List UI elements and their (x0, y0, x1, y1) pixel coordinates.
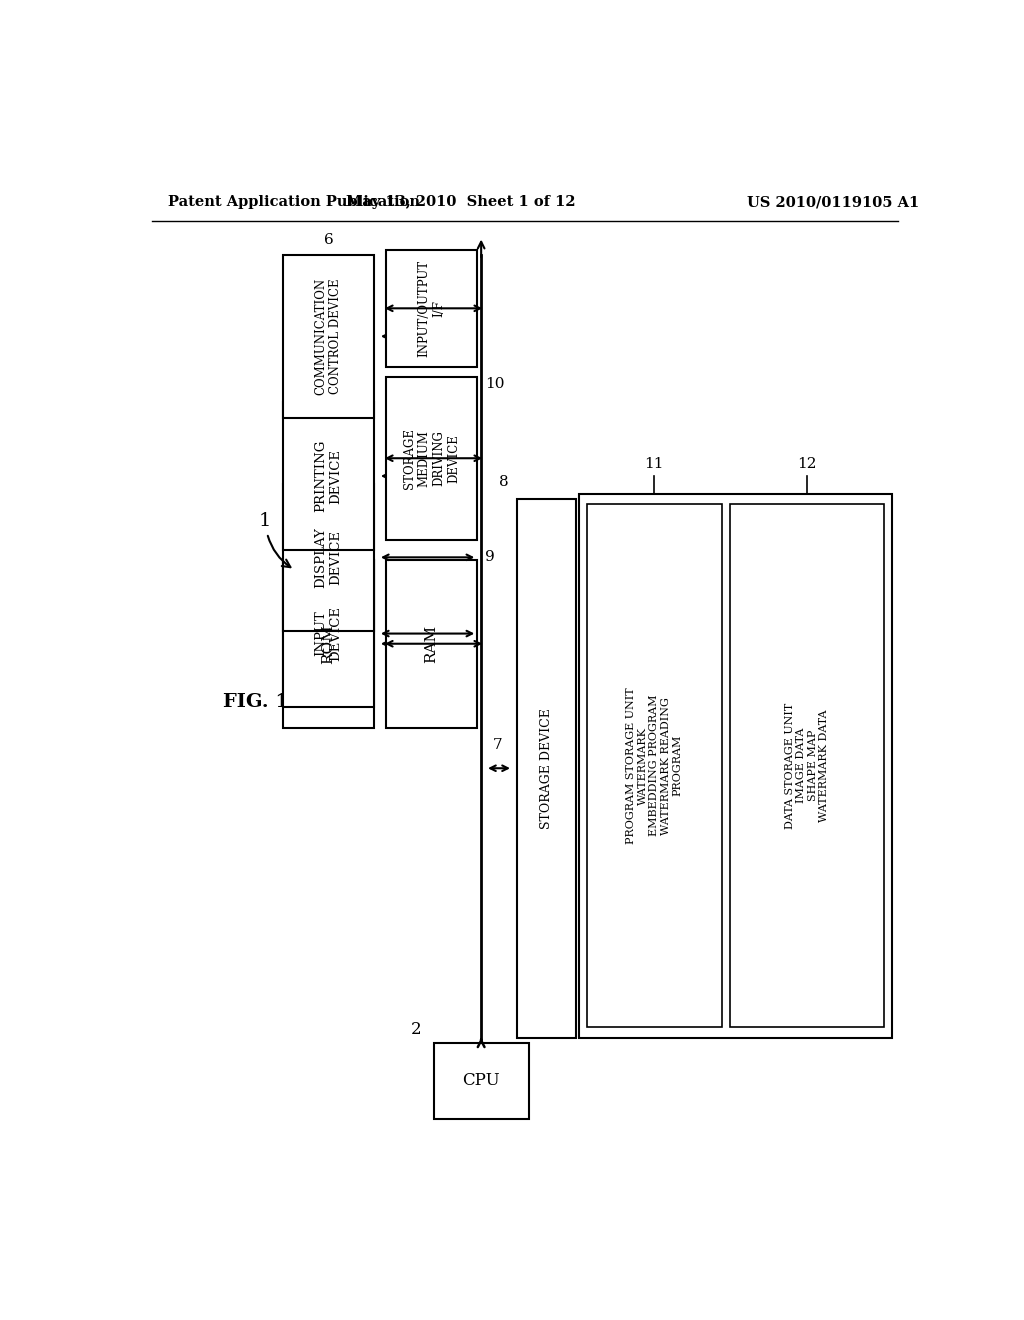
Text: 11: 11 (644, 458, 664, 471)
Bar (517, 499, 577, 1038)
Text: 9: 9 (485, 549, 495, 564)
Bar (386, 249, 477, 367)
Bar (283, 255, 374, 417)
Text: COMMUNICATION
CONTROL DEVICE: COMMUNICATION CONTROL DEVICE (314, 277, 342, 395)
Bar (386, 378, 477, 540)
Text: INPUT
DEVICE: INPUT DEVICE (314, 606, 342, 661)
Text: 2: 2 (411, 1020, 422, 1038)
Text: 12: 12 (797, 458, 817, 471)
Text: 6: 6 (324, 232, 333, 247)
Bar (283, 560, 374, 727)
Bar (433, 1043, 528, 1119)
Text: STORAGE
MEDIUM
DRIVING
DEVICE: STORAGE MEDIUM DRIVING DEVICE (402, 428, 461, 488)
Bar (283, 560, 374, 708)
Text: 5: 5 (324, 380, 333, 395)
Text: 1: 1 (259, 512, 291, 568)
Text: CPU: CPU (463, 1072, 500, 1089)
Text: PROGRAM STORAGE UNIT
WATERMARK
EMBEDDING PROGRAM
WATERMARK READING
PROGRAM: PROGRAM STORAGE UNIT WATERMARK EMBEDDING… (626, 688, 682, 843)
Text: PRINTING
DEVICE: PRINTING DEVICE (314, 440, 342, 512)
Text: 10: 10 (485, 378, 505, 391)
Text: ROM: ROM (322, 624, 336, 664)
Text: 3: 3 (324, 537, 333, 552)
Bar (579, 494, 892, 1038)
Text: DATA STORAGE UNIT
IMAGE DATA
SHAPE MAP
WATERMARK DATA: DATA STORAGE UNIT IMAGE DATA SHAPE MAP W… (784, 702, 829, 829)
Text: STORAGE DEVICE: STORAGE DEVICE (540, 708, 553, 829)
Bar (283, 483, 374, 631)
Text: Patent Application Publication: Patent Application Publication (168, 195, 420, 209)
Bar (386, 560, 477, 727)
Text: INPUT/OUTPUT
I/F: INPUT/OUTPUT I/F (418, 260, 445, 356)
Text: 8: 8 (500, 475, 509, 488)
Bar (587, 504, 722, 1027)
Text: RAM: RAM (425, 624, 438, 663)
Text: 13: 13 (318, 536, 338, 549)
Text: FIG. 1: FIG. 1 (223, 693, 290, 711)
Bar (283, 403, 374, 549)
Text: 4: 4 (324, 462, 333, 475)
Text: 7: 7 (494, 738, 503, 752)
Text: DISPLAY
DEVICE: DISPLAY DEVICE (314, 527, 342, 587)
Text: US 2010/0119105 A1: US 2010/0119105 A1 (748, 195, 920, 209)
Bar (729, 504, 885, 1027)
Text: May 13, 2010  Sheet 1 of 12: May 13, 2010 Sheet 1 of 12 (346, 195, 577, 209)
